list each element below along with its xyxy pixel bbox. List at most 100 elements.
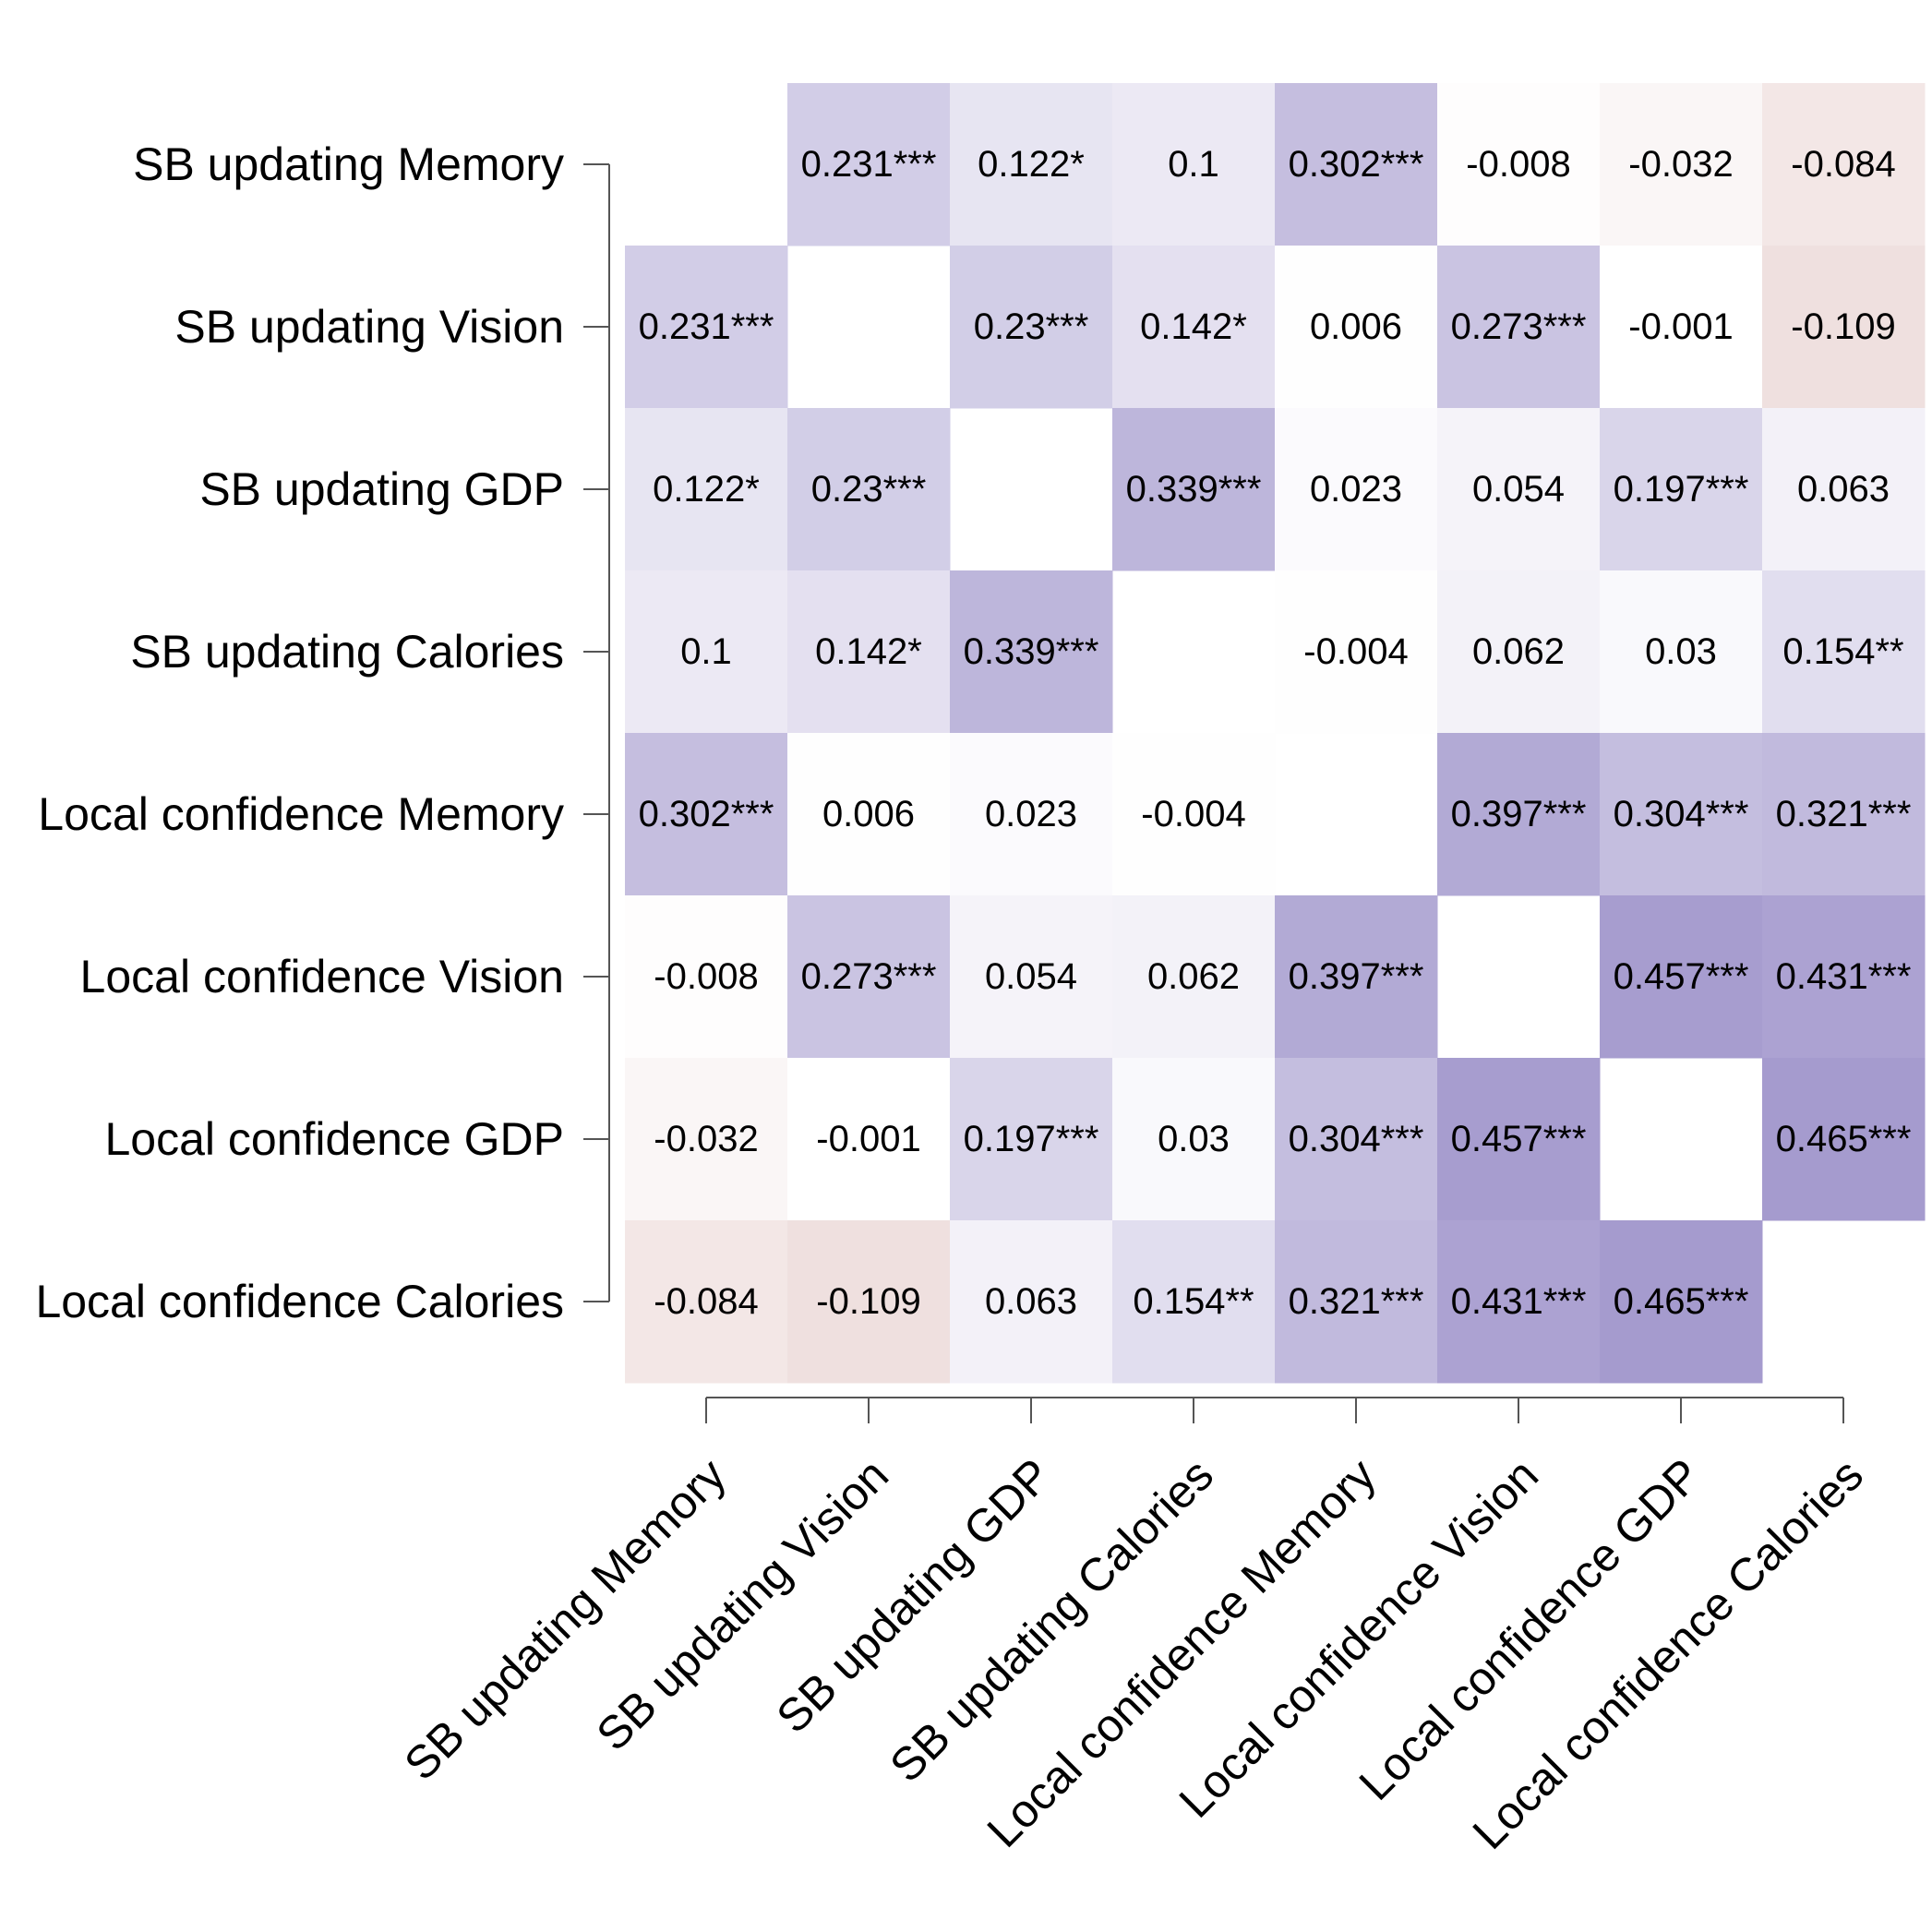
cell-value-label-r2-c5: 0.006 [1310, 306, 1402, 347]
heatmap-cell-r1-c6 [1437, 83, 1601, 246]
cell-value-label-r6-c3: 0.054 [985, 956, 1077, 997]
heatmap-cell-r7-c1 [625, 1058, 788, 1221]
cell-value-label-r7-c3: 0.197*** [964, 1119, 1099, 1159]
y-axis-tick-label: Local confidence Memory [38, 788, 564, 840]
cell-value-label-r6-c2: 0.273*** [801, 956, 937, 997]
cell-value-label-r7-c6: 0.457*** [1451, 1119, 1587, 1159]
cell-value-label-r2-c7: -0.001 [1628, 306, 1733, 347]
cell-value-label-r7-c4: 0.03 [1158, 1119, 1230, 1159]
heatmap-cell-r7-c6 [1437, 1058, 1601, 1221]
heatmap-cell-r1-c5 [1275, 83, 1438, 246]
cell-value-label-r1-c5: 0.302*** [1289, 144, 1424, 185]
x-axis-tick-label: SB updating GDP [766, 1449, 1061, 1744]
heatmap-cell-r7-c5 [1275, 1058, 1438, 1221]
heatmap-cell-r2-c8 [1762, 246, 1926, 409]
cell-value-label-r3-c7: 0.197*** [1614, 469, 1749, 510]
heatmap-cell-r5-c1 [625, 733, 788, 896]
heatmap-cell-r6-c2 [787, 895, 951, 1059]
cell-value-label-r7-c5: 0.304*** [1289, 1119, 1424, 1159]
cell-value-label-r4-c3: 0.339*** [964, 631, 1099, 672]
heatmap-cell-r4-c1 [625, 570, 788, 734]
y-axis-tick-label: SB updating Calories [130, 626, 564, 678]
heatmap-cell-r2-c6 [1437, 246, 1601, 409]
heatmap-cell-r8-c1 [625, 1220, 788, 1384]
heatmap-cell-r5-c7 [1600, 733, 1763, 896]
heatmap-cell-r5-c3 [950, 733, 1113, 896]
x-axis-tick-label: SB updating Vision [586, 1449, 898, 1761]
cell-value-label-r5-c4: -0.004 [1141, 794, 1245, 834]
heatmap-cell-r1-c2 [787, 83, 951, 246]
heatmap-cell-r8-c5 [1275, 1220, 1438, 1384]
cell-value-label-r4-c7: 0.03 [1645, 631, 1717, 672]
heatmap-cell-r1-c8 [1762, 83, 1926, 246]
cell-value-label-r1-c4: 0.1 [1168, 144, 1219, 185]
heatmap-cell-r4-c5 [1275, 570, 1438, 734]
cell-value-label-r8-c2: -0.109 [816, 1281, 920, 1322]
heatmap-cell-r4-c3 [950, 570, 1113, 734]
heatmap-cell-r7-c3 [950, 1058, 1113, 1221]
heatmap-cell-r2-c7 [1600, 246, 1763, 409]
cell-value-label-r1-c8: -0.084 [1791, 144, 1895, 185]
heatmap-cell-r3-c8 [1762, 408, 1926, 571]
cell-value-label-r5-c6: 0.397*** [1451, 794, 1587, 834]
heatmap-cell-r1-c7 [1600, 83, 1763, 246]
cell-value-label-r2-c1: 0.231*** [639, 306, 774, 347]
heatmap-cell-r3-c6 [1437, 408, 1601, 571]
heatmap-cell-r6-c7 [1600, 895, 1763, 1059]
y-axis-tick-label: SB updating Memory [133, 138, 564, 190]
cell-value-label-r6-c5: 0.397*** [1289, 956, 1424, 997]
cell-value-label-r5-c2: 0.006 [822, 794, 915, 834]
cell-value-label-r2-c8: -0.109 [1791, 306, 1895, 347]
heatmap-cell-r5-c6 [1437, 733, 1601, 896]
heatmap-cell-r1-c4 [1112, 83, 1276, 246]
cell-value-label-r4-c8: 0.154** [1782, 631, 1903, 672]
heatmap-cell-r8-c2 [787, 1220, 951, 1384]
cell-value-label-r8-c4: 0.154** [1133, 1281, 1254, 1322]
heatmap-cell-r8-c3 [950, 1220, 1113, 1384]
y-axis-tick-label: Local confidence Vision [80, 951, 564, 1002]
heatmap-cell-r6-c8 [1762, 895, 1926, 1059]
heatmap-cell-r3-c7 [1600, 408, 1763, 571]
heatmap-cell-r3-c2 [787, 408, 951, 571]
cell-value-label-r4-c6: 0.062 [1472, 631, 1565, 672]
heatmap-cell-r3-c5 [1275, 408, 1438, 571]
heatmap-cell-r7-c8 [1762, 1058, 1926, 1221]
y-axis: SB updating Memory SB updating Vision SB u… [35, 138, 610, 1327]
cell-value-label-r6-c8: 0.431*** [1776, 956, 1912, 997]
cell-value-label-r3-c5: 0.023 [1310, 469, 1402, 510]
cell-value-label-r8-c7: 0.465*** [1614, 1281, 1749, 1322]
heatmap-cell-r6-c4 [1112, 895, 1276, 1059]
cell-value-label-r3-c1: 0.122* [653, 469, 760, 510]
x-axis-tick-label: SB updating Memory [394, 1449, 736, 1791]
heatmap-cell-r4-c6 [1437, 570, 1601, 734]
cell-value-label-r3-c4: 0.339*** [1126, 469, 1262, 510]
heatmap-cell-r7-c2 [787, 1058, 951, 1221]
cell-value-label-r7-c8: 0.465*** [1776, 1119, 1912, 1159]
cell-value-label-r2-c4: 0.142* [1140, 306, 1247, 347]
heatmap-cell-r5-c2 [787, 733, 951, 896]
cell-value-label-r6-c7: 0.457*** [1614, 956, 1749, 997]
cell-value-label-r7-c1: -0.032 [654, 1119, 758, 1159]
cell-value-label-r1-c3: 0.122* [978, 144, 1085, 185]
cell-value-label-r3-c2: 0.23*** [811, 469, 927, 510]
cell-value-label-r7-c2: -0.001 [816, 1119, 920, 1159]
cell-value-label-r1-c7: -0.032 [1628, 144, 1733, 185]
heatmap-cell-r2-c1 [625, 246, 788, 409]
heatmap-cell-r8-c7 [1600, 1220, 1763, 1384]
heatmap-cell-r4-c7 [1600, 570, 1763, 734]
heatmap-cell-r4-c2 [787, 570, 951, 734]
y-axis-tick-label: SB updating Vision [174, 301, 564, 353]
cell-value-label-r2-c6: 0.273*** [1451, 306, 1587, 347]
heatmap-cell-r8-c4 [1112, 1220, 1276, 1384]
cell-value-label-r4-c2: 0.142* [815, 631, 922, 672]
heatmap-cell-r5-c4 [1112, 733, 1276, 896]
heatmap-cell-r2-c3 [950, 246, 1113, 409]
cell-value-label-r6-c4: 0.062 [1147, 956, 1240, 997]
cell-value-label-r3-c8: 0.063 [1797, 469, 1890, 510]
heatmap-cell-labels: 0.231*** 0.122* 0.1 0.302*** -0.008 -0.032 -0.… [639, 144, 1912, 1322]
heatmap-cell-r4-c8 [1762, 570, 1926, 734]
cell-value-label-r1-c2: 0.231*** [801, 144, 937, 185]
y-axis-tick-label: Local confidence GDP [104, 1113, 564, 1165]
heatmap-cell-r2-c4 [1112, 246, 1276, 409]
